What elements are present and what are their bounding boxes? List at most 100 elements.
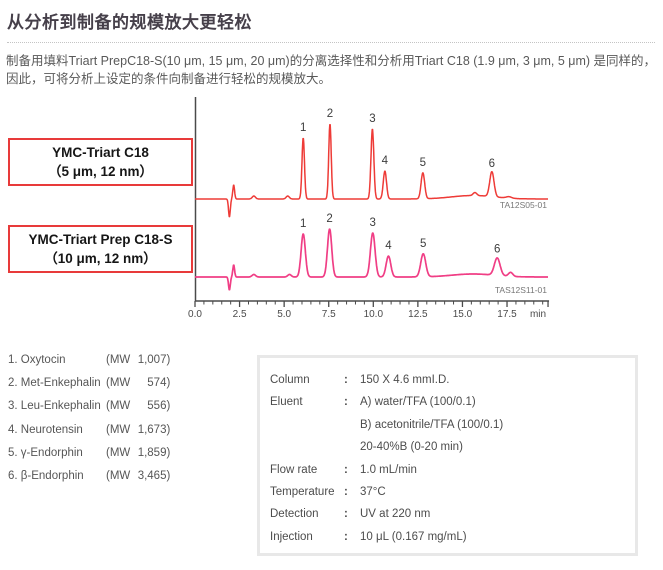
- x-tick-label: 12.5: [408, 309, 428, 320]
- list-item: 5. γ-Endorphin (MW 1,859): [8, 442, 170, 465]
- colon: :: [344, 463, 348, 476]
- condition-value: 37°C: [360, 486, 386, 499]
- table-row: Injection:10 μL (0.167 mg/mL): [270, 526, 625, 548]
- condition-value: 20-40%B (0-20 min): [360, 441, 463, 454]
- peak-identification-list: 1. Oxytocin (MW 1,007) 2. Met-Enkephalin (…: [8, 349, 170, 488]
- colon: [344, 436, 360, 458]
- mw-value: 3,465: [137, 469, 167, 482]
- table-row: Flow rate:1.0 mL/min: [270, 459, 625, 481]
- peak-label: 4: [385, 240, 392, 252]
- x-tick-label: 10.0: [364, 309, 384, 320]
- condition-label: [270, 414, 344, 436]
- mw-suffix: ): [166, 446, 171, 459]
- table-row: B) acetonitrile/TFA (100/0.1): [270, 414, 625, 436]
- peak-number: 2.: [8, 377, 18, 390]
- condition-value: 10 μL (0.167 mg/mL): [360, 530, 467, 543]
- colon: :: [344, 374, 348, 386]
- column-label-box-prep: YMC-Triart Prep C18-S （10 μm, 12 nm）: [8, 225, 193, 273]
- page-title: 从分析到制备的规模放大更轻松: [7, 8, 655, 43]
- table-row: Eluent: A) water/TFA (100/0.1): [270, 391, 625, 413]
- compound-name: γ-Endorphin: [20, 446, 83, 459]
- colon: :: [344, 508, 348, 521]
- x-tick-label: 5.0: [277, 309, 291, 320]
- mw-prefix: (MW: [106, 446, 131, 459]
- compound-name: β-Endorphin: [20, 469, 84, 482]
- x-tick-label: 17.5: [497, 309, 517, 320]
- peak-number: 1.: [8, 354, 18, 366]
- mw-value: 556: [147, 400, 167, 413]
- list-item: 1. Oxytocin (MW 1,007): [8, 349, 170, 372]
- peak-number: 4.: [8, 423, 18, 436]
- colon: :: [344, 396, 348, 409]
- colon: :: [344, 486, 348, 499]
- chromatogram-chart: 0.0 2.5 5.0 7.5 10.0 12.5 15.0 17.5 min 1 2 3 4 5 6 TA1…: [0, 95, 663, 332]
- condition-value: 1.0 mL/min: [360, 463, 417, 476]
- mw-prefix: (MW: [106, 469, 131, 482]
- colon: [344, 414, 360, 436]
- peak-label: 1: [300, 218, 306, 230]
- condition-label: Column: [270, 374, 310, 386]
- x-tick-label: 0.0: [188, 309, 202, 320]
- condition-label: Injection: [270, 530, 313, 543]
- table-row: Temperature:37°C: [270, 481, 625, 503]
- peak-label: 5: [420, 157, 426, 169]
- peak-label: 1: [300, 122, 306, 134]
- trace-id-label: TA12S05-01: [500, 200, 547, 210]
- peak-label: 3: [370, 217, 376, 229]
- condition-label: Flow rate: [270, 463, 318, 476]
- column-spec: （10 μm, 12 nm）: [44, 251, 157, 266]
- list-item: 2. Met-Enkephalin (MW 574): [8, 372, 170, 395]
- condition-value: UV at 220 nm: [360, 508, 431, 521]
- mw-prefix: (MW: [106, 377, 131, 390]
- mw-prefix: (MW: [106, 423, 131, 436]
- list-item: 6. β-Endorphin (MW 3,465): [8, 465, 170, 488]
- column-spec: （5 μm, 12 nm）: [47, 164, 154, 179]
- peak-number: 5.: [8, 446, 18, 459]
- conditions-table: Column:150 X 4.6 mmI.D. Eluent: A) water/…: [257, 355, 638, 556]
- trace-TAS12S11-01: [194, 228, 549, 291]
- peak-label: 2: [327, 108, 333, 120]
- colon: :: [344, 530, 348, 543]
- mw-prefix: (MW: [106, 354, 131, 366]
- peak-label: 2: [326, 213, 332, 225]
- compound-name: Met-Enkephalin: [20, 377, 101, 390]
- peak-number: 3.: [8, 400, 18, 413]
- condition-value: B) acetonitrile/TFA (100/0.1): [360, 418, 504, 431]
- intro-text: 制备用填料Triart PrepC18-S(10 μm, 15 μm, 20 μ…: [6, 54, 657, 86]
- x-tick-label: 15.0: [453, 309, 473, 320]
- list-item: 4. Neurotensin (MW 1,673): [8, 419, 170, 442]
- peak-label: 6: [489, 158, 495, 170]
- mw-value: 574: [147, 377, 167, 390]
- peak-label: 6: [494, 244, 500, 256]
- condition-label: [270, 436, 344, 458]
- peak-label: 4: [382, 155, 389, 167]
- compound-name: Oxytocin: [20, 354, 66, 366]
- column-label-box-analytical: YMC-Triart C18 （5 μm, 12 nm）: [8, 138, 193, 186]
- mw-prefix: (MW: [106, 400, 131, 413]
- trace-TA12S05-01: [194, 124, 549, 218]
- table-row: Column:150 X 4.6 mmI.D.: [270, 369, 625, 391]
- compound-name: Neurotensin: [20, 423, 83, 436]
- list-item: 3. Leu-Enkephalin (MW 556): [8, 395, 170, 418]
- mw-value: 1,859: [137, 446, 167, 459]
- x-tick-label: 7.5: [322, 309, 336, 320]
- table-row: 20-40%B (0-20 min): [270, 436, 625, 458]
- mw-suffix: ): [166, 400, 171, 413]
- peak-label: 3: [369, 113, 375, 125]
- x-axis-unit-label: min: [530, 309, 546, 320]
- condition-value: A) water/TFA (100/0.1): [360, 396, 476, 409]
- column-name: YMC-Triart C18: [52, 145, 149, 160]
- mw-suffix: ): [166, 469, 171, 482]
- mw-value: 1,673: [137, 423, 167, 436]
- column-name: YMC-Triart Prep C18-S: [28, 232, 173, 247]
- condition-label: Detection: [270, 508, 319, 521]
- mw-value: 1,007: [137, 354, 167, 366]
- x-tick-label: 2.5: [233, 309, 247, 320]
- compound-name: Leu-Enkephalin: [20, 400, 101, 413]
- peak-number: 6.: [8, 469, 18, 482]
- peak-label: 5: [420, 238, 426, 250]
- mw-suffix: ): [166, 423, 171, 436]
- trace-id-label: TAS12S11-01: [495, 285, 547, 295]
